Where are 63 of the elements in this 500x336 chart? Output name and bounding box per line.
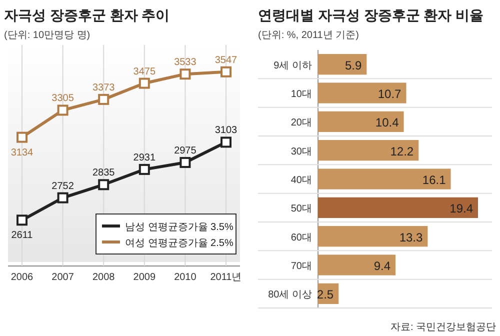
y-tick-label: 60대 [290,232,312,244]
point [180,68,191,80]
data-label: 2611 [11,230,34,242]
data-label: 9.4 [374,259,391,273]
point [220,66,232,78]
data-label: 16.1 [422,173,446,187]
data-label: 3475 [133,66,156,78]
point [57,104,68,116]
y-tick-label: 50대 [290,204,312,215]
point [98,94,110,105]
bar [318,254,396,276]
y-tick-label: 20대 [290,118,312,129]
chart-subtitle: (단위: %, 2011년 기준) [258,30,359,41]
bar [318,54,367,75]
data-label: 3305 [52,93,74,104]
x-tick-label: 2006 [10,272,34,283]
y-tick-label: 40대 [290,175,312,186]
data-label: 2752 [52,180,74,192]
data-label: 3103 [214,125,238,136]
y-tick-label: 10대 [290,89,312,100]
data-label: 5.9 [344,58,362,72]
data-label: 2975 [174,145,197,156]
point [138,78,150,89]
point [57,192,68,204]
point [180,156,191,168]
data-label: 10.7 [378,87,402,101]
bar [318,197,478,218]
data-label: 19.4 [450,202,474,216]
data-label: 3547 [214,54,238,66]
bar [318,82,406,104]
point [16,132,28,143]
x-tick-label: 2009 [133,272,156,283]
data-label: 13.3 [399,230,424,244]
chart-title: 연령대별 자극성 장증후군 환자 비율 [258,7,484,23]
legend-label: 여성 연평균증가율 2.5% [125,238,234,249]
text: 자료: 국민건강보험공단 [390,322,496,333]
y-tick-label: 80세 이상 [268,290,312,301]
x-tick-label: 2008 [92,272,116,283]
chart-title: 자극성 장증후군 환자 추이 [4,7,170,23]
legend-label: 남성 연평균증가율 3.5% [125,222,234,233]
bar [318,168,451,190]
point [220,136,232,148]
bar [318,140,419,161]
point [16,214,28,226]
point [138,164,150,175]
chart-subtitle: (단위: 10만명당 명) [4,30,90,41]
point [98,179,110,190]
y-tick-label: 70대 [290,261,312,272]
data-label: 2835 [92,168,116,179]
data-label: 3134 [10,147,34,158]
x-tick-label: 2007 [52,272,74,283]
x-tick-label: 2011년 [210,272,242,283]
y-tick-label: 30대 [290,146,312,158]
data-label: 3373 [92,82,116,94]
bar [318,111,404,132]
bar [318,226,428,247]
data-label: 2931 [133,152,156,164]
data-label: 2.5 [316,288,334,302]
data-label: 12.2 [390,144,414,158]
data-label: 3533 [174,57,197,68]
x-tick-label: 2010 [174,272,197,283]
data-label: 10.4 [375,116,400,130]
y-tick-label: 9세 이하 [274,60,312,72]
